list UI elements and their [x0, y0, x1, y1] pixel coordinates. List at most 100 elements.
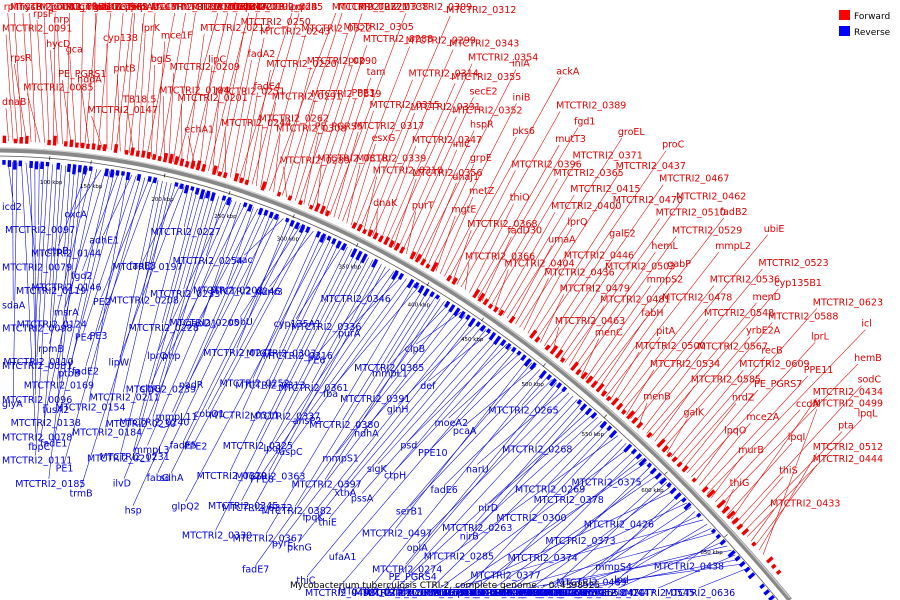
gene-leader-line: [81, 172, 119, 272]
gene-label: PE2: [93, 297, 111, 308]
gene-label: fadE7: [242, 565, 269, 576]
reverse-feature: [738, 560, 746, 568]
gene-leader-line: [105, 180, 159, 428]
scale-tick-label: 400 kbp: [408, 303, 431, 309]
gene-label: purA: [338, 328, 361, 339]
gene-label: MTCTRI2_0545: [625, 588, 695, 599]
gene-leader-line: [251, 12, 300, 185]
gene-label: MTCTRI2_0585: [691, 375, 761, 386]
gene-label: MTCTRI2_0110: [3, 357, 73, 368]
reverse-gene-labels: icd2 sdaA glyA MTCTRI2_0078 MTCTRI2_0079 MTCT…: [2, 202, 735, 599]
forward-feature: [383, 236, 391, 246]
gene-label: MTCTRI2_0138: [11, 418, 81, 429]
reverse-feature: [747, 572, 756, 580]
gene-leader-line: [367, 112, 415, 234]
gene-label: MTCTRI2_0096: [2, 395, 72, 406]
gene-leader-line: [333, 131, 359, 218]
reverse-feature: [584, 407, 593, 416]
gene-leader-line: [329, 329, 487, 518]
gene-label: MTCTRI2_0567: [698, 342, 768, 353]
gene-label: lprK: [141, 23, 161, 34]
gene-leader-line: [132, 211, 267, 506]
gene-label: MTCTRI2_0446: [564, 250, 634, 261]
scale-tick: [90, 160, 92, 165]
reverse-feature: [225, 196, 232, 206]
reverse-feature: [340, 242, 348, 251]
gene-leader-line: [342, 288, 424, 421]
gene-label: PE4: [75, 333, 93, 344]
gene-label: thiC: [296, 576, 315, 587]
gene-label: gabD1: [186, 318, 217, 329]
gene-leader-line: [452, 519, 704, 589]
gene-label: MTCTRI2_0189: [182, 2, 252, 13]
gene-label: MTCTRI2_0220: [266, 59, 336, 70]
gene-label: MTCTRI2_0091: [2, 24, 72, 35]
gene-label: hsp: [125, 506, 142, 517]
gene-label: MTCTRI2_0283: [363, 588, 433, 599]
gene-label: MTCTRI2_0338: [358, 2, 428, 13]
gene-label: mmpL4: [439, 588, 475, 599]
gene-leader-line: [126, 105, 134, 154]
gene-label: MTCTRI2_0423: [507, 588, 577, 599]
gene-label: MTCTRI2_0320: [197, 471, 267, 482]
gene-label: MTCTRI2_0318: [317, 154, 387, 165]
gene-label: menB: [643, 392, 671, 403]
gene-label: MTCTRI2_0400: [551, 201, 621, 212]
gene-leader-line: [264, 34, 306, 190]
reverse-feature: [326, 235, 332, 241]
gene-leader-line: [750, 509, 775, 542]
forward-feature: [508, 315, 516, 324]
gene-leader-line: [64, 165, 71, 249]
gene-label: MTCTRI2_0262: [259, 113, 329, 124]
gene-leader-line: [428, 331, 491, 382]
gene-leader-line: [581, 338, 600, 376]
gene-label: MTCTRI2_0111: [2, 455, 72, 466]
gene-leader-line: [306, 278, 407, 417]
gene-label: MTCTRI2_0475: [494, 588, 564, 599]
gene-leader-line: [348, 275, 403, 329]
gene-leader-line: [115, 12, 133, 151]
forward-feature: [85, 143, 90, 150]
reverse-feature: [147, 176, 152, 183]
forward-feature: [430, 261, 439, 273]
gene-leader-line: [83, 175, 137, 333]
gene-leader-line: [395, 346, 512, 471]
gene-leader-line: [410, 149, 458, 257]
scale-tick-label: 500 kbp: [522, 382, 545, 388]
forward-feature: [671, 456, 678, 463]
gene-label: gca: [66, 44, 83, 55]
gene-label: proC: [662, 140, 685, 151]
forward-feature: [646, 431, 653, 439]
gene-label: MTCTRI2_0548: [704, 308, 774, 319]
forward-feature: [377, 235, 384, 243]
reverse-feature: [549, 378, 557, 387]
gene-leader-line: [698, 568, 748, 589]
reverse-feature: [453, 307, 461, 317]
gene-leader-line: [181, 104, 183, 165]
forward-feature: [741, 528, 750, 536]
gene-label: MTCTRI2_0319: [311, 89, 381, 100]
forward-feature: [287, 195, 293, 201]
gene-leader-line: [490, 161, 577, 307]
gene-label: MTCTRI2_0119: [16, 286, 86, 297]
gene-leader-line: [142, 12, 156, 156]
gene-leader-line: [418, 69, 517, 262]
gene-label: lipW: [109, 357, 130, 368]
gene-label: MTCTRI2_0303: [246, 348, 316, 359]
forward-feature: [775, 569, 782, 575]
gene-leader-line: [346, 164, 361, 224]
gene-leader-line: [588, 559, 740, 589]
scale-tick-label: 600 kbp: [641, 488, 664, 494]
gene-label: pyrE: [272, 538, 294, 549]
gene-label: PE6: [308, 355, 326, 366]
reverse-feature: [434, 294, 441, 300]
reverse-feature: [319, 233, 327, 244]
gene-label: pssA: [351, 494, 374, 505]
gene-label: lipC: [208, 55, 226, 66]
gene-leader-line: [35, 164, 53, 456]
gene-label: iniC: [453, 139, 471, 150]
forward-feature: [661, 445, 669, 453]
gene-leader-line: [244, 218, 284, 256]
gene-leader-line: [560, 218, 660, 360]
gene-label: nark3: [255, 287, 282, 298]
